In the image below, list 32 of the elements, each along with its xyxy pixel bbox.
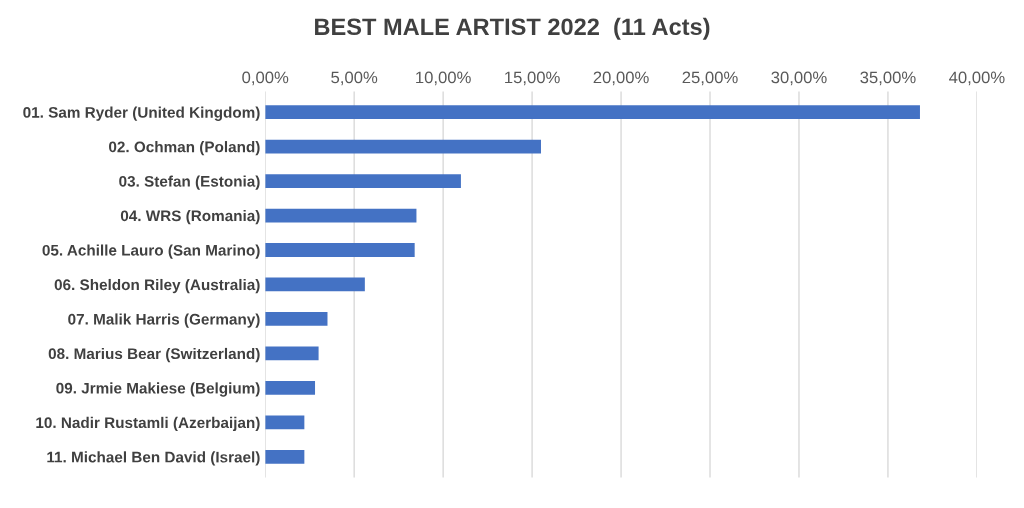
x-tick-label: 0,00% [242, 71, 289, 86]
chart-title: BEST MALE ARTIST 2022 (11 Acts) [315, 17, 710, 40]
y-tick-label: 11. Michael Ben David (Israel) [47, 451, 260, 466]
y-tick-label: 02. Ochman (Poland) [109, 141, 260, 156]
y-tick-label: 05. Achille Lauro (San Marino) [42, 244, 260, 259]
bar [265, 277, 365, 292]
x-tick-label: 40,00% [949, 71, 1005, 86]
y-tick-label: 08. Marius Bear (Switzerland) [48, 347, 260, 363]
x-tick-label: 15,00% [505, 71, 560, 86]
x-tick-label: 10,00% [416, 71, 471, 86]
y-tick-label: 03. Stefan (Estonia) [119, 175, 260, 190]
bar [265, 208, 417, 223]
bar [265, 174, 461, 188]
y-tick-label: 04. WRS (Romania) [120, 210, 260, 225]
y-tick-label: 10. Nadir Rustamli (Azerbaijan) [36, 416, 260, 432]
bar [265, 312, 328, 326]
bar [265, 243, 415, 257]
y-tick-label: 06. Sheldon Riley (Australia) [54, 278, 260, 294]
bar [265, 346, 319, 361]
bar [265, 381, 316, 395]
x-tick-label: 5,00% [331, 71, 378, 86]
bar [265, 415, 305, 430]
bar [265, 139, 541, 154]
x-tick-label: 25,00% [682, 71, 738, 86]
bar [265, 449, 305, 464]
y-tick-label: 07. Malik Harris (Germany) [68, 313, 260, 328]
x-tick-label: 35,00% [860, 71, 916, 86]
x-tick-label: 30,00% [771, 71, 827, 86]
bar [265, 105, 920, 120]
y-tick-label: 09. Jrmie Makiese (Belgium) [56, 382, 260, 397]
y-tick-label: 01. Sam Ryder (United Kingdom) [23, 106, 260, 121]
x-tick-label: 20,00% [593, 71, 649, 86]
